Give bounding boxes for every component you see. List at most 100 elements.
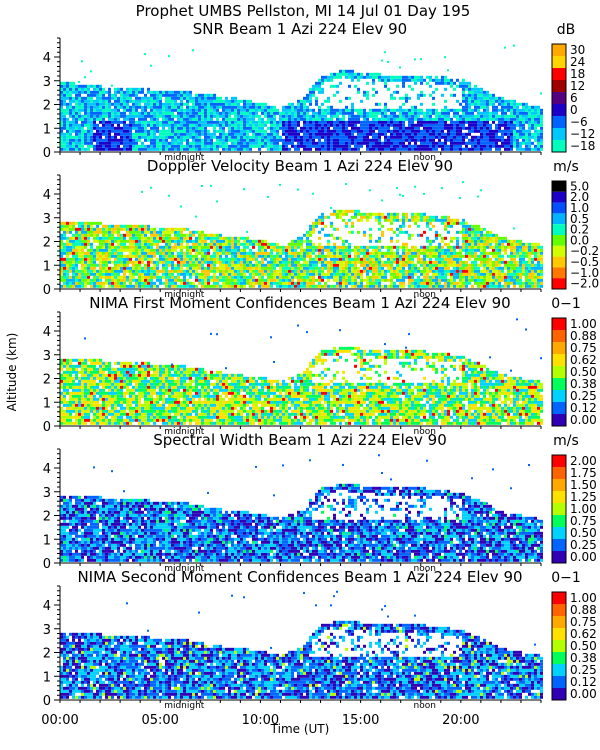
heatmap-cell: [507, 126, 510, 130]
heatmap-cell: [459, 132, 462, 136]
heatmap-cell: [429, 111, 432, 115]
heatmap-cell: [297, 245, 300, 249]
heatmap-cell: [468, 138, 471, 142]
heatmap-cell: [291, 272, 294, 276]
heatmap-cell: [513, 114, 516, 118]
heatmap-cell: [477, 123, 480, 127]
heatmap-cell: [192, 117, 195, 121]
heatmap-cell: [309, 224, 312, 228]
heatmap-cell: [237, 281, 240, 285]
heatmap-cell: [60, 239, 63, 243]
heatmap-cell: [294, 129, 297, 133]
heatmap-cell: [285, 132, 288, 136]
heatmap-cell: [99, 99, 102, 103]
heatmap-cell: [372, 272, 375, 276]
heatmap-cell: [540, 141, 543, 145]
heatmap-cell: [372, 254, 375, 258]
heatmap-cell: [129, 132, 132, 136]
heatmap-cell: [528, 138, 531, 142]
heatmap-cell: [225, 254, 228, 258]
heatmap-cell: [267, 111, 270, 115]
heatmap-cell: [486, 108, 489, 112]
heatmap-cell: [279, 248, 282, 252]
heatmap-cell: [453, 126, 456, 130]
heatmap-cell: [279, 278, 282, 282]
heatmap-cell: [153, 269, 156, 273]
heatmap-cell: [438, 126, 441, 130]
heatmap-cell: [384, 105, 387, 109]
heatmap-cell: [162, 251, 165, 255]
heatmap-cell: [201, 120, 204, 124]
heatmap-speck: [84, 76, 86, 79]
heatmap-cell: [396, 123, 399, 127]
heatmap-cell: [327, 129, 330, 133]
heatmap-cell: [198, 135, 201, 139]
heatmap-cell: [264, 254, 267, 258]
heatmap-cell: [375, 123, 378, 127]
heatmap-cell: [408, 129, 411, 133]
heatmap-cell: [105, 254, 108, 258]
heatmap-cell: [231, 117, 234, 121]
heatmap-cell: [402, 230, 405, 234]
heatmap-cell: [249, 147, 252, 151]
heatmap-cell: [462, 99, 465, 103]
heatmap-cell: [99, 239, 102, 243]
heatmap-cell: [402, 117, 405, 121]
heatmap-cell: [111, 269, 114, 273]
heatmap-cell: [261, 111, 264, 115]
heatmap-cell: [78, 251, 81, 255]
heatmap-cell: [231, 257, 234, 261]
heatmap-cell: [246, 245, 249, 249]
heatmap-cell: [474, 99, 477, 103]
heatmap-cell: [297, 275, 300, 279]
heatmap-cell: [225, 108, 228, 112]
heatmap-cell: [291, 102, 294, 106]
heatmap-cell: [237, 242, 240, 246]
heatmap-cell: [255, 278, 258, 282]
heatmap-cell: [183, 245, 186, 249]
heatmap-cell: [150, 111, 153, 115]
heatmap-cell: [453, 147, 456, 151]
heatmap-cell: [84, 257, 87, 261]
heatmap-cell: [537, 132, 540, 136]
heatmap-cell: [171, 129, 174, 133]
heatmap-cell: [228, 147, 231, 151]
heatmap-cell: [138, 90, 141, 94]
heatmap-cell: [321, 144, 324, 148]
heatmap-cell: [288, 269, 291, 273]
heatmap-cell: [366, 147, 369, 151]
heatmap-cell: [228, 242, 231, 246]
heatmap-cell: [330, 233, 333, 237]
heatmap-cell: [396, 147, 399, 151]
heatmap-cell: [144, 99, 147, 103]
heatmap-cell: [177, 90, 180, 94]
heatmap-cell: [435, 141, 438, 145]
heatmap-cell: [513, 129, 516, 133]
heatmap-cell: [330, 284, 333, 288]
heatmap-cell: [321, 108, 324, 112]
heatmap-cell: [111, 93, 114, 97]
heatmap-cell: [390, 245, 393, 249]
heatmap-cell: [375, 114, 378, 118]
heatmap-cell: [387, 114, 390, 118]
heatmap-cell: [360, 284, 363, 288]
heatmap-cell: [468, 81, 471, 85]
heatmap-cell: [468, 96, 471, 100]
heatmap-cell: [225, 269, 228, 273]
heatmap-cell: [63, 81, 66, 85]
heatmap-cell: [261, 278, 264, 282]
heatmap-cell: [327, 75, 330, 79]
heatmap-cell: [129, 257, 132, 261]
heatmap-cell: [177, 245, 180, 249]
heatmap-cell: [315, 254, 318, 258]
heatmap-cell: [87, 257, 90, 261]
heatmap-cell: [243, 114, 246, 118]
heatmap-cell: [207, 281, 210, 285]
heatmap-cell: [330, 254, 333, 258]
heatmap-cell: [435, 117, 438, 121]
heatmap-cell: [174, 108, 177, 112]
heatmap-cell: [210, 266, 213, 270]
heatmap-cell: [423, 126, 426, 130]
heatmap-cell: [135, 129, 138, 133]
heatmap-cell: [315, 111, 318, 115]
